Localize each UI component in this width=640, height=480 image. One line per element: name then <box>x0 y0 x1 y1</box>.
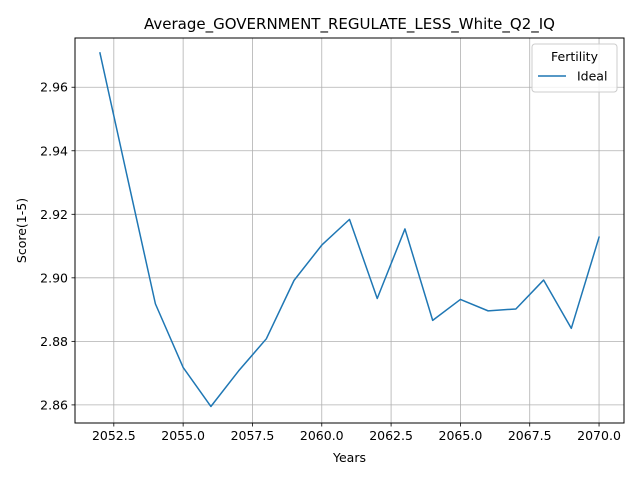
plot-area <box>75 38 624 423</box>
y-tick-label: 2.86 <box>40 397 68 412</box>
axis-ticks: 2052.5 2055.0 2057.5 2060.0 2062.5 2065.0 2067… <box>40 80 621 443</box>
legend-box <box>531 43 618 93</box>
y-tick-label: 2.88 <box>40 334 68 349</box>
x-axis-label: Years <box>332 450 366 465</box>
chart-title: Average_GOVERNMENT_REGULATE_LESS_White_Q… <box>144 15 555 34</box>
y-tick-label: 2.94 <box>40 143 68 158</box>
series-line-ideal <box>99 52 600 408</box>
x-tick-label: 2060.0 <box>300 428 344 443</box>
grid-lines <box>75 38 624 423</box>
legend-label-ideal: Ideal <box>577 69 607 84</box>
plot-frame <box>74 37 625 424</box>
y-axis-label: Score(1-5) <box>14 198 29 263</box>
y-tick-label: 2.92 <box>40 207 68 222</box>
x-tick-label: 2067.5 <box>508 428 552 443</box>
y-tick-label: 2.96 <box>40 80 68 95</box>
x-tick-label: 2057.5 <box>231 428 275 443</box>
x-tick-label: 2070.0 <box>577 428 621 443</box>
x-tick-label: 2052.5 <box>92 428 136 443</box>
x-tick-label: 2065.0 <box>439 428 483 443</box>
series-layer <box>99 52 600 408</box>
y-tick-label: 2.90 <box>40 270 68 285</box>
legend: Fertility Ideal <box>531 43 618 93</box>
legend-title: Fertility <box>551 49 599 64</box>
x-tick-label: 2055.0 <box>161 428 205 443</box>
x-tick-label: 2062.5 <box>369 428 413 443</box>
